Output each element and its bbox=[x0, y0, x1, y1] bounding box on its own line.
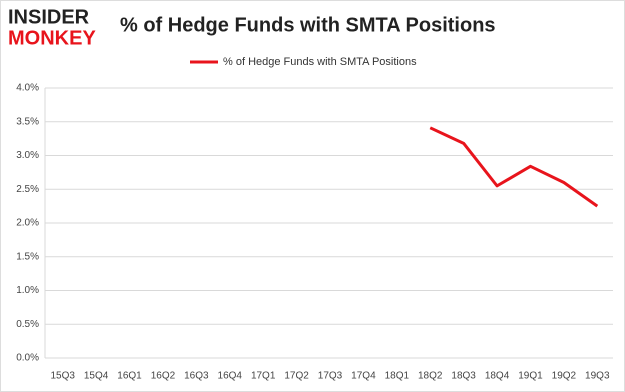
y-tick-label: 3.0% bbox=[16, 150, 39, 161]
y-tick-label: 0.0% bbox=[16, 353, 39, 364]
x-tick-label: 17Q4 bbox=[351, 371, 376, 382]
x-tick-label: 16Q2 bbox=[151, 371, 176, 382]
y-tick-label: 0.5% bbox=[16, 319, 39, 330]
x-tick-label: 16Q4 bbox=[218, 371, 243, 382]
y-tick-label: 2.0% bbox=[16, 218, 39, 229]
x-tick-label: 17Q2 bbox=[284, 371, 309, 382]
y-tick-label: 3.5% bbox=[16, 116, 39, 127]
x-tick-label: 19Q1 bbox=[518, 371, 543, 382]
x-tick-label: 18Q3 bbox=[451, 371, 476, 382]
x-tick-label: 18Q4 bbox=[485, 371, 510, 382]
logo-top: INSIDER bbox=[8, 6, 90, 28]
y-tick-label: 1.0% bbox=[16, 285, 39, 296]
y-tick-label: 4.0% bbox=[16, 83, 39, 94]
x-tick-label: 16Q3 bbox=[184, 371, 209, 382]
x-tick-label: 19Q3 bbox=[585, 371, 610, 382]
legend-label: % of Hedge Funds with SMTA Positions bbox=[223, 56, 417, 68]
y-tick-label: 1.5% bbox=[16, 251, 39, 262]
x-tick-label: 19Q2 bbox=[552, 371, 577, 382]
x-tick-label: 17Q1 bbox=[251, 371, 276, 382]
x-tick-label: 18Q2 bbox=[418, 371, 443, 382]
x-tick-label: 16Q1 bbox=[117, 371, 142, 382]
x-tick-label: 15Q4 bbox=[84, 371, 109, 382]
logo-bottom: MONKEY bbox=[8, 27, 96, 49]
chart-title: % of Hedge Funds with SMTA Positions bbox=[120, 14, 496, 36]
x-tick-label: 15Q3 bbox=[50, 371, 75, 382]
y-tick-label: 2.5% bbox=[16, 184, 39, 195]
x-tick-label: 17Q3 bbox=[318, 371, 343, 382]
line-series bbox=[429, 126, 599, 208]
x-tick-label: 18Q1 bbox=[385, 371, 410, 382]
